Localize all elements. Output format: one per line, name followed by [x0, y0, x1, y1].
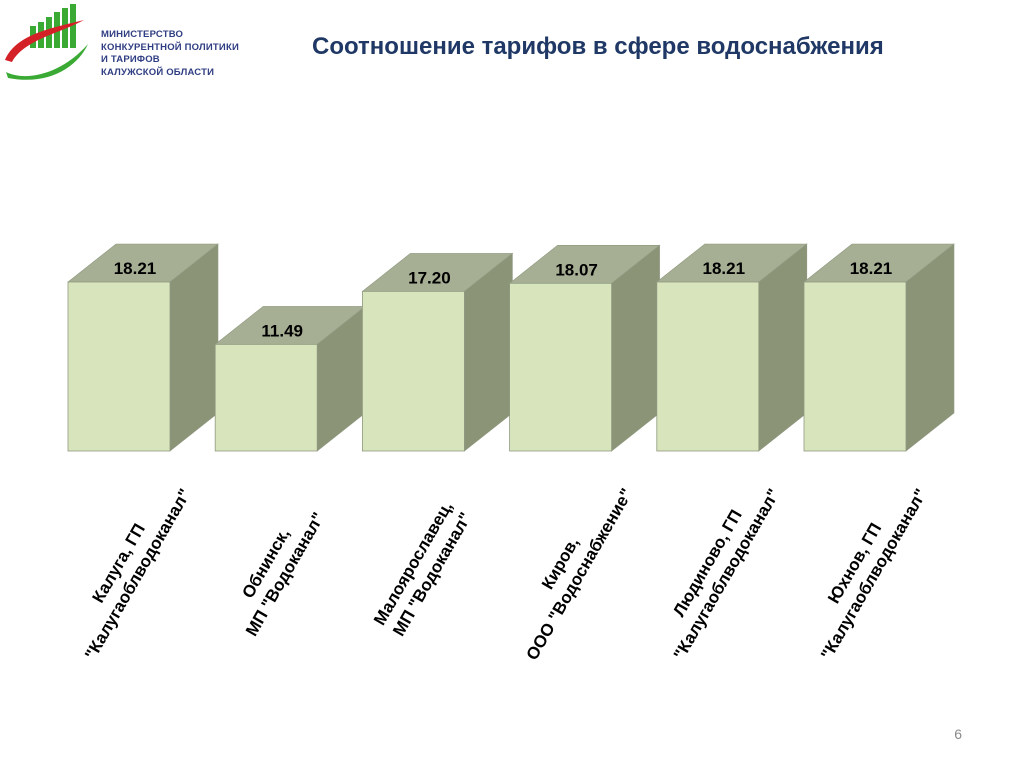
ministry-logo: МИНИСТЕРСТВО КОНКУРЕНТНОЙ ПОЛИТИКИ И ТАР…: [0, 0, 250, 90]
bar-value-label: 17.20: [408, 268, 451, 287]
category-labels-group: Калуга, ГП"Калугаоблводоканал" Обнинск,МП…: [62, 474, 931, 663]
category-label-line: "Калугаоблводоканал": [81, 485, 194, 663]
category-label-line: ООО "Водоснабжение": [522, 485, 636, 663]
bar-value-label: 18.21: [703, 259, 746, 278]
logo-line-3: И ТАРИФОВ: [101, 54, 160, 65]
logo-text: МИНИСТЕРСТВО КОНКУРЕНТНОЙ ПОЛИТИКИ И ТАР…: [101, 29, 239, 79]
value-labels-group: 18.21 11.49 17.20 18.07 18.21 18.21: [114, 259, 893, 340]
page-number: 6: [954, 726, 962, 742]
category-label: Киров,ООО "Водоснабжение": [503, 474, 636, 663]
logo-line-4: КАЛУЖСКОЙ ОБЛАСТИ: [101, 66, 215, 78]
category-label: Юхнов, ГП"Калугаоблводоканал": [798, 474, 931, 663]
bar-front: [509, 282, 613, 452]
category-label: Обнинск,МП "Водоканал": [223, 498, 328, 639]
bars-group: [67, 243, 955, 452]
logo-line-1: МИНИСТЕРСТВО: [101, 29, 184, 40]
category-label: Малоярославец,МП "Водоканал": [370, 498, 475, 639]
bar-front: [803, 281, 907, 452]
bar-value-label: 18.21: [114, 259, 157, 278]
category-label: Калуга, ГП"Калугаоблводоканал": [62, 474, 195, 663]
slide-title: Соотношение тарифов в сфере водоснабжени…: [312, 33, 884, 60]
logo-emblem-icon: [5, 4, 88, 80]
category-label-line: "Калугаоблводоканал": [817, 485, 930, 663]
bar-front: [361, 290, 465, 452]
bar-front: [214, 343, 318, 452]
bar-value-label: 18.07: [555, 260, 598, 279]
bar-front: [67, 281, 171, 452]
category-label: Людиново, ГП"Калугаоблводоканал": [651, 474, 784, 663]
bar-value-label: 11.49: [261, 321, 303, 340]
bar-front: [656, 281, 760, 452]
bar-value-label: 18.21: [850, 259, 893, 278]
logo-line-2: КОНКУРЕНТНОЙ ПОЛИТИКИ: [101, 41, 239, 53]
